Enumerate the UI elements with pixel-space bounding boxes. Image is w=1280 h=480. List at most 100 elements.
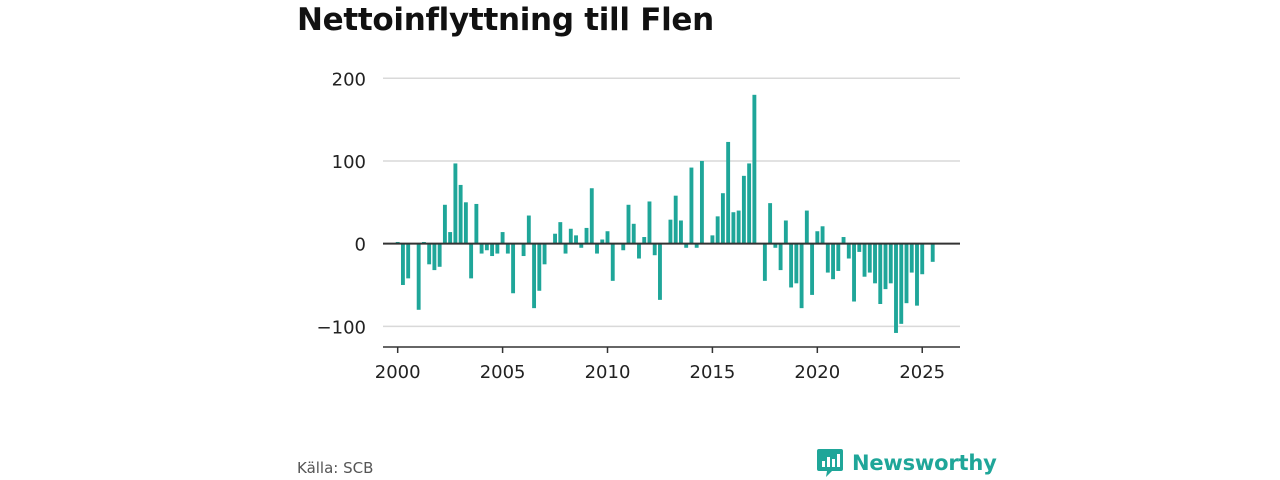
bar-chart: −100 0 100 200 2000 2005 2010 2015 2020 2025 (317, 69, 960, 383)
bar (684, 243, 689, 248)
source-note: Källa: SCB (297, 459, 374, 477)
bar (563, 243, 568, 254)
y-tick-label: 0 (355, 235, 366, 256)
bar (479, 243, 484, 254)
bar (416, 243, 421, 310)
y-tick-label: 100 (332, 152, 366, 173)
bar (579, 243, 584, 248)
bar (778, 243, 783, 271)
bar (783, 220, 788, 244)
bar (437, 243, 442, 267)
bar (558, 222, 563, 244)
bar (453, 163, 458, 244)
bar (852, 243, 856, 302)
bar (574, 235, 578, 244)
bar (825, 243, 830, 273)
bar (741, 175, 746, 244)
bar (553, 233, 557, 244)
bar (505, 243, 510, 254)
bar (658, 243, 662, 300)
bar (731, 212, 736, 244)
bar (720, 193, 725, 244)
bar (605, 231, 610, 244)
bar (752, 94, 757, 244)
bar (626, 204, 631, 244)
bar (857, 243, 862, 252)
bar (815, 231, 820, 244)
bar (463, 202, 468, 244)
bar (458, 184, 463, 244)
bar (915, 243, 919, 306)
bar (642, 237, 647, 244)
x-tick-label: 2025 (899, 362, 945, 383)
bar (511, 243, 516, 294)
bar (673, 195, 678, 244)
bar (532, 243, 537, 309)
bar (736, 210, 741, 244)
bar (878, 243, 883, 304)
bar (689, 167, 694, 244)
bar (810, 243, 815, 295)
bar (920, 243, 925, 275)
bar (909, 243, 914, 273)
bar (794, 243, 799, 284)
bar (747, 163, 752, 244)
bar (762, 243, 767, 281)
bar (694, 243, 699, 248)
bar (637, 243, 641, 259)
bar (406, 243, 411, 279)
bar (888, 243, 893, 284)
bar (862, 243, 867, 277)
brand-name: Newsworthy (852, 451, 997, 475)
bar (867, 243, 872, 273)
x-tick-label: 2020 (794, 362, 840, 383)
bar (621, 243, 626, 251)
bar (474, 203, 479, 244)
bar (768, 203, 773, 244)
bar (930, 243, 935, 262)
bar (568, 228, 573, 244)
bar (589, 188, 594, 244)
bar (600, 239, 605, 244)
bar (647, 201, 652, 244)
bar (442, 204, 447, 244)
chart-title: Nettoinflyttning till Flen (297, 2, 714, 38)
bar (537, 243, 542, 291)
bar (715, 216, 720, 244)
bar (846, 243, 851, 259)
bar (500, 232, 505, 244)
bar (610, 243, 615, 281)
bar (679, 220, 683, 244)
bar (469, 243, 474, 279)
newsworthy-logo-icon (817, 449, 843, 477)
x-tick-label: 2005 (480, 362, 526, 383)
bar (542, 243, 547, 265)
bar (652, 243, 657, 256)
bar (789, 243, 794, 288)
bar (894, 243, 898, 333)
gridlines (383, 77, 960, 328)
bar (773, 243, 778, 248)
bar (899, 243, 904, 324)
y-tick-label: −100 (317, 317, 366, 338)
bar (668, 219, 673, 244)
bar (526, 215, 531, 244)
bars (395, 94, 935, 333)
bar (631, 223, 636, 244)
bar (448, 232, 453, 244)
x-tick-label: 2000 (375, 362, 421, 383)
bar (400, 243, 405, 285)
bar (427, 243, 432, 265)
y-tick-label: 200 (332, 69, 366, 90)
bar (699, 160, 704, 244)
brand-logo: Newsworthy (816, 447, 997, 479)
bar (484, 243, 489, 251)
bar (831, 243, 835, 280)
bar (904, 243, 909, 304)
bar (883, 243, 888, 290)
x-tick-label: 2010 (585, 362, 631, 383)
axes: −100 0 100 200 2000 2005 2010 2015 2020 2025 (317, 69, 960, 383)
bar (432, 243, 437, 271)
bar (836, 243, 841, 271)
bar (804, 210, 809, 244)
